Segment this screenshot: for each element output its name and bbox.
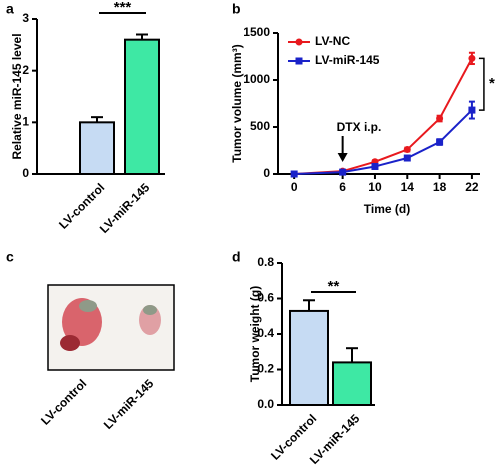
arrow-head (337, 153, 348, 162)
y-tick-label: 0 (22, 166, 29, 180)
y-tick-label: 1 (22, 115, 29, 129)
series-line (294, 109, 473, 175)
bar (332, 361, 372, 406)
x-axis-label: Time (d) (364, 202, 410, 216)
marker (403, 154, 411, 162)
y-tick-label: 1000 (243, 72, 270, 86)
marker (371, 162, 379, 170)
x-tick-label: 18 (433, 180, 447, 194)
significance: *** (114, 0, 132, 16)
y-tick-label: 0.2 (257, 362, 274, 376)
panel-label: d (232, 249, 241, 265)
marker (436, 115, 444, 123)
tumor (143, 305, 157, 315)
panel-label: a (6, 1, 14, 17)
bar (289, 309, 329, 406)
significance: ** (328, 278, 340, 295)
panel-label: c (6, 249, 14, 265)
series-line (294, 57, 473, 175)
y-tick-label: 500 (250, 119, 270, 133)
marker (339, 168, 347, 176)
tumor (79, 300, 97, 312)
panel-label: b (232, 1, 241, 17)
x-tick-label: LV-miR-145 (101, 376, 157, 432)
tumor (60, 335, 80, 351)
x-tick-label: 6 (339, 180, 346, 194)
marker (468, 54, 476, 62)
x-tick-label: 10 (368, 180, 382, 194)
y-tick-label: 0.6 (257, 291, 274, 305)
marker (436, 138, 444, 146)
marker (468, 106, 476, 114)
marker (403, 146, 411, 154)
significance: * (489, 75, 495, 92)
y-tick-label: 3 (22, 11, 29, 25)
legend-label: LV-miR-145 (315, 53, 380, 67)
y-tick-label: 0.4 (257, 326, 274, 340)
significance-bracket (478, 57, 485, 111)
y-axis-label: Tumor volume (mm³) (230, 44, 244, 162)
y-tick-label: 2 (22, 63, 29, 77)
y-tick-label: 0.8 (257, 255, 274, 269)
x-tick-label: LV-control (38, 376, 89, 427)
legend-marker (295, 57, 303, 65)
y-axis-label: Relative miR-145 level (10, 33, 24, 159)
y-tick-label: 0 (263, 166, 270, 180)
legend-label: LV-NC (315, 34, 350, 48)
x-tick-label: 22 (465, 180, 479, 194)
y-tick-label: 1500 (243, 25, 270, 39)
x-tick-label: 14 (401, 180, 415, 194)
annotation: DTX i.p. (337, 120, 382, 134)
legend-marker (295, 38, 303, 46)
bar (124, 38, 160, 175)
y-axis-label: Tumor weight (g) (248, 286, 262, 382)
y-tick-label: 0.0 (257, 397, 274, 411)
bar (79, 121, 115, 176)
marker (290, 170, 298, 178)
x-tick-label: 0 (291, 180, 298, 194)
